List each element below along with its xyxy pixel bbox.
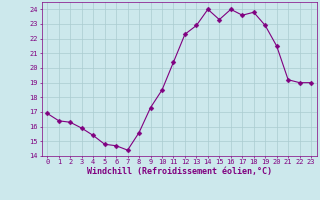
X-axis label: Windchill (Refroidissement éolien,°C): Windchill (Refroidissement éolien,°C) — [87, 167, 272, 176]
